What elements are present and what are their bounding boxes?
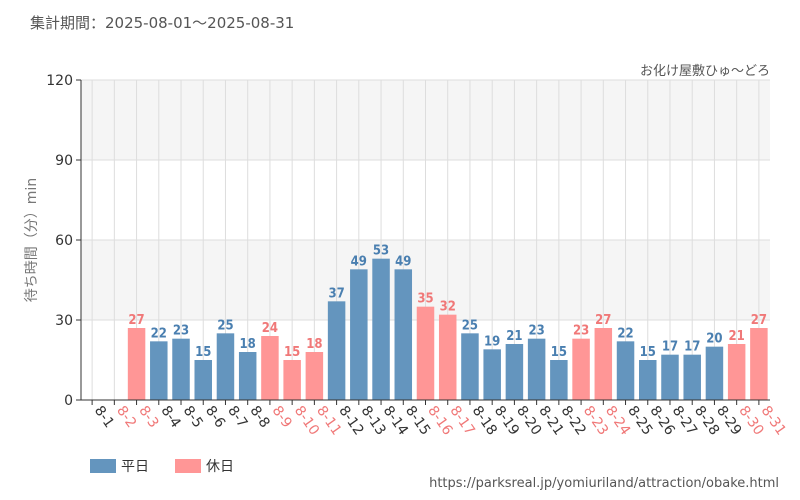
value-label-8-13: 49 — [351, 254, 367, 269]
bar-8-10 — [283, 360, 301, 400]
value-label-8-10: 15 — [284, 345, 300, 360]
bar-8-22 — [550, 360, 568, 400]
bar-8-4 — [150, 341, 168, 400]
bar-8-24 — [594, 328, 613, 400]
legend-label-holiday: 休日 — [206, 459, 234, 475]
value-label-8-24: 27 — [595, 313, 611, 328]
value-label-8-16: 35 — [417, 292, 433, 307]
y-tick-label: 30 — [55, 313, 73, 329]
value-label-8-28: 17 — [684, 340, 700, 355]
bar-8-9 — [261, 336, 279, 400]
x-tick-label-8-1: 8-1 — [91, 403, 117, 431]
value-label-8-5: 23 — [173, 324, 189, 339]
y-tick-labels: 0 30 60 90 120 — [46, 73, 81, 409]
bar-8-15 — [394, 269, 413, 400]
value-label-8-17: 32 — [440, 300, 456, 315]
bar-8-29 — [705, 346, 724, 400]
y-tick-label: 120 — [46, 73, 73, 89]
value-label-8-12: 37 — [328, 286, 344, 301]
value-label-8-11: 18 — [306, 337, 322, 352]
bar-8-28 — [683, 354, 701, 400]
x-tick-label-8-9: 8-9 — [269, 403, 295, 431]
value-label-8-3: 27 — [128, 313, 144, 328]
x-tick-label-8-8: 8-8 — [246, 403, 272, 431]
x-tick-label-8-4: 8-4 — [158, 403, 184, 431]
x-tick-label-8-2: 8-2 — [113, 403, 139, 431]
period-label: 集計期間：2025-08-01～2025-08-31 — [30, 14, 294, 32]
bar-8-25 — [616, 341, 635, 400]
bar-8-5 — [172, 338, 190, 400]
value-label-8-27: 17 — [662, 340, 678, 355]
value-label-8-22: 15 — [551, 345, 567, 360]
attraction-name: お化け屋敷ひゅ～どろ — [640, 64, 770, 79]
bar-8-6 — [194, 360, 212, 400]
y-tick-label: 60 — [55, 233, 73, 249]
value-label-8-9: 24 — [262, 321, 278, 336]
y-tick-label: 0 — [64, 393, 73, 409]
bar-8-26 — [639, 360, 657, 400]
legend-label-weekday: 平日 — [121, 459, 149, 475]
bars — [127, 258, 768, 400]
bar-8-31 — [750, 328, 768, 400]
bar-8-7 — [216, 333, 235, 400]
bar-8-18 — [461, 333, 479, 400]
value-label-8-23: 23 — [573, 324, 589, 339]
bar-8-13 — [350, 269, 368, 400]
value-label-8-14: 53 — [373, 244, 389, 259]
value-labels: 27 22 23 15 25 18 24 15 18 37 49 53 49 35 32 25 19 21 23 15… — [128, 244, 767, 360]
value-label-8-15: 49 — [395, 254, 411, 269]
value-label-8-21: 23 — [528, 324, 544, 339]
value-label-8-4: 22 — [151, 326, 167, 341]
bar-8-30 — [727, 344, 746, 400]
bar-8-3 — [127, 328, 146, 400]
value-label-8-31: 27 — [751, 313, 767, 328]
bar-8-17 — [438, 314, 457, 400]
bar-8-12 — [327, 301, 346, 400]
value-label-8-8: 18 — [240, 337, 256, 352]
value-label-8-26: 15 — [640, 345, 656, 360]
value-label-8-29: 20 — [706, 332, 722, 347]
x-tick-label-8-3: 8-3 — [135, 403, 161, 431]
y-tick-label: 90 — [55, 153, 73, 169]
value-label-8-30: 21 — [729, 329, 745, 344]
bar-8-23 — [572, 338, 590, 400]
y-axis-label: 待ち時間（分）min — [24, 178, 40, 302]
bar-8-8 — [238, 352, 257, 400]
legend: 平日 休日 — [90, 459, 234, 475]
bar-8-11 — [305, 352, 324, 400]
value-label-8-25: 22 — [617, 326, 633, 341]
bar-8-21 — [527, 338, 546, 400]
value-label-8-18: 25 — [462, 318, 478, 333]
x-tick-label-8-5: 8-5 — [180, 403, 206, 431]
x-tick-labels: 8-18-28-38-48-58-68-78-88-98-108-118-128… — [91, 400, 789, 438]
bar-8-20 — [505, 344, 524, 400]
source-url: https://parksreal.jp/yomiuriland/attract… — [429, 476, 779, 491]
legend-swatch-weekday — [90, 459, 116, 473]
bar-8-19 — [483, 349, 501, 400]
bar-8-16 — [416, 306, 435, 400]
value-label-8-6: 15 — [195, 345, 211, 360]
x-tick-label-8-6: 8-6 — [202, 403, 228, 431]
bar-8-14 — [372, 258, 390, 400]
value-label-8-7: 25 — [217, 318, 233, 333]
value-label-8-19: 19 — [484, 334, 500, 349]
x-tick-label-8-31: 8-31 — [758, 403, 789, 438]
value-label-8-20: 21 — [506, 329, 522, 344]
legend-swatch-holiday — [175, 459, 201, 473]
bar-8-27 — [661, 354, 679, 400]
x-tick-label-8-7: 8-7 — [224, 403, 250, 431]
